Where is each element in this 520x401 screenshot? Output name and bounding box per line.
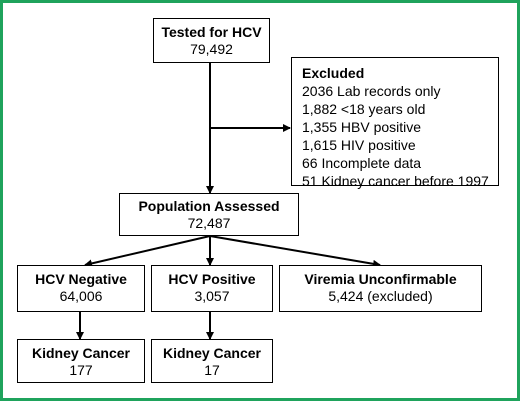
excluded-box: Excluded 2036 Lab records only 1,882 <18…	[291, 57, 499, 189]
outcome-title: Kidney Cancer	[31, 345, 131, 361]
group-title: HCV Positive	[168, 271, 256, 287]
hcv-negative-box: HCV Negative 64,006	[17, 265, 145, 312]
assessed-count: 72,487	[187, 215, 231, 231]
hcv-positive-box: HCV Positive 3,057	[151, 265, 273, 312]
arrow-to-viremia	[209, 235, 381, 268]
excluded-item: 66 Incomplete data	[302, 155, 422, 171]
group-count: 64,006	[59, 288, 103, 304]
outcome-title: Kidney Cancer	[162, 345, 262, 361]
group-count: 5,424 (excluded)	[328, 288, 433, 304]
assessed-title: Population Assessed	[138, 198, 280, 214]
tested-box: Tested for HCV 79,492	[153, 18, 270, 63]
tested-title: Tested for HCV	[161, 24, 262, 40]
negative-cancer-box: Kidney Cancer 177	[17, 339, 145, 383]
group-title: HCV Negative	[35, 271, 127, 287]
group-title: Viremia Unconfirmable	[304, 271, 457, 287]
group-count: 3,057	[194, 288, 230, 304]
tested-count: 79,492	[190, 41, 233, 57]
excluded-title: Excluded	[302, 65, 365, 81]
excluded-item: 1,882 <18 years old	[302, 101, 426, 117]
excluded-item: 1,355 HBV positive	[302, 119, 422, 135]
excluded-item: 1,615 HIV positive	[302, 137, 416, 153]
outcome-count: 17	[204, 362, 220, 378]
outcome-count: 177	[69, 362, 93, 378]
arrow-to-hcv-negative	[84, 235, 211, 268]
excluded-item: 51 Kidney cancer before 1997	[302, 173, 489, 189]
positive-cancer-box: Kidney Cancer 17	[151, 339, 273, 383]
excluded-item: 2036 Lab records only	[302, 83, 441, 99]
assessed-box: Population Assessed 72,487	[119, 193, 299, 236]
viremia-box: Viremia Unconfirmable 5,424 (excluded)	[279, 265, 482, 312]
